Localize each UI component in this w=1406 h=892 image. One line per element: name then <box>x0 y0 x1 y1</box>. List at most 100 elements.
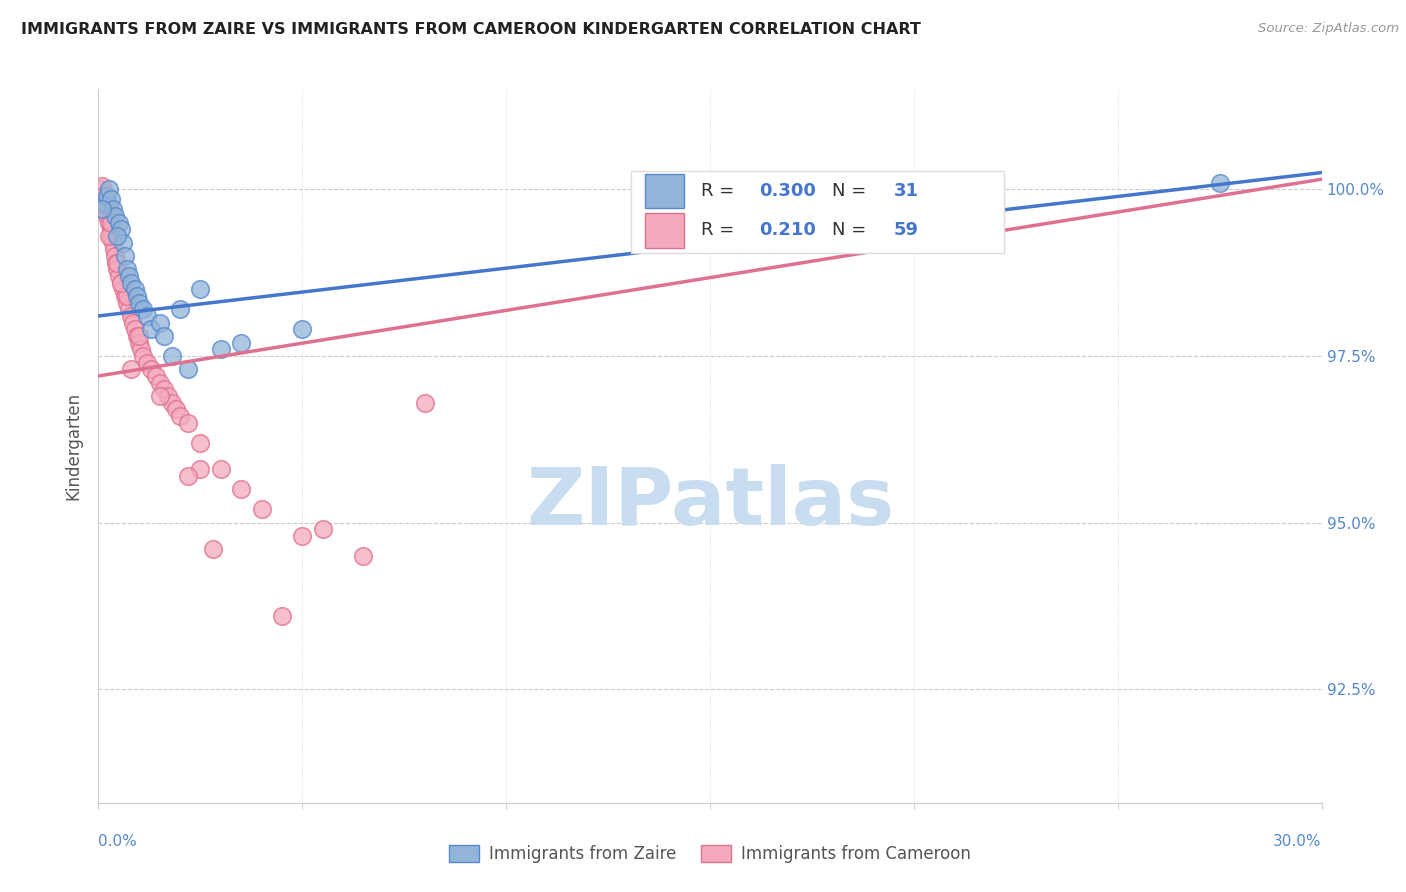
Point <box>128 335 150 350</box>
Point <box>132 349 155 363</box>
Text: ZIPatlas: ZIPatlas <box>526 464 894 542</box>
Point <box>91 202 114 217</box>
Point <box>115 289 138 303</box>
Point <box>141 322 163 336</box>
Text: N =: N = <box>832 182 872 200</box>
Point <box>110 222 132 236</box>
Point <box>152 329 174 343</box>
Point <box>124 282 146 296</box>
Point <box>93 195 115 210</box>
Point <box>100 216 122 230</box>
Point <box>108 216 131 230</box>
Point <box>120 276 142 290</box>
Point <box>231 483 253 497</box>
Point <box>209 343 232 357</box>
Point <box>1208 176 1232 190</box>
Point <box>91 178 114 193</box>
Point <box>97 182 120 196</box>
Point <box>136 309 159 323</box>
FancyBboxPatch shape <box>630 171 1004 253</box>
Point <box>160 349 183 363</box>
Text: IMMIGRANTS FROM ZAIRE VS IMMIGRANTS FROM CAMEROON KINDERGARTEN CORRELATION CHART: IMMIGRANTS FROM ZAIRE VS IMMIGRANTS FROM… <box>21 22 921 37</box>
Point <box>124 322 146 336</box>
Point <box>108 268 131 283</box>
Point <box>91 189 114 203</box>
Point <box>132 302 155 317</box>
Point <box>103 242 125 256</box>
Point <box>177 469 200 483</box>
Point <box>149 389 172 403</box>
Y-axis label: Kindergarten: Kindergarten <box>65 392 83 500</box>
Point <box>129 343 152 357</box>
Point <box>250 502 273 516</box>
Point <box>128 329 150 343</box>
FancyBboxPatch shape <box>645 213 685 248</box>
Point <box>104 249 127 263</box>
Point <box>89 182 111 196</box>
Point <box>188 282 212 296</box>
Point <box>114 249 136 263</box>
Point <box>177 416 200 430</box>
Point <box>118 268 141 283</box>
Point <box>127 329 149 343</box>
Point <box>149 376 172 390</box>
Point <box>96 209 118 223</box>
Point <box>100 192 122 206</box>
Point <box>169 409 191 423</box>
Point <box>141 362 163 376</box>
Text: 0.210: 0.210 <box>759 221 815 239</box>
Point <box>104 209 127 223</box>
Text: N =: N = <box>832 221 872 239</box>
Point <box>128 295 150 310</box>
Point <box>209 462 232 476</box>
Point <box>122 316 145 330</box>
Point <box>201 542 224 557</box>
Point <box>105 228 128 243</box>
Point <box>312 522 335 536</box>
Text: 0.300: 0.300 <box>759 182 815 200</box>
Point <box>96 189 118 203</box>
Point <box>169 302 191 317</box>
Point <box>111 282 134 296</box>
Point <box>152 382 174 396</box>
Point <box>96 195 118 210</box>
Text: 0.0%: 0.0% <box>98 834 138 849</box>
FancyBboxPatch shape <box>645 174 685 209</box>
Point <box>231 335 253 350</box>
Point <box>291 322 314 336</box>
Text: R =: R = <box>702 182 741 200</box>
Point <box>110 276 132 290</box>
Point <box>97 216 120 230</box>
Point <box>115 295 138 310</box>
Point <box>98 202 121 217</box>
Point <box>270 609 294 624</box>
Point <box>160 395 183 409</box>
Point <box>149 316 172 330</box>
Point <box>156 389 179 403</box>
Point <box>136 356 159 370</box>
Point <box>118 302 141 317</box>
Point <box>93 195 115 210</box>
Point <box>111 235 134 250</box>
Point <box>120 309 142 323</box>
Point <box>165 402 187 417</box>
Point <box>105 262 128 277</box>
Text: 31: 31 <box>894 182 918 200</box>
Point <box>291 529 314 543</box>
Text: Source: ZipAtlas.com: Source: ZipAtlas.com <box>1258 22 1399 36</box>
Point <box>352 549 374 563</box>
Point <box>100 222 122 236</box>
Point <box>188 435 212 450</box>
Text: R =: R = <box>702 221 741 239</box>
Text: 30.0%: 30.0% <box>1274 834 1322 849</box>
Point <box>145 368 167 383</box>
Point <box>101 235 124 250</box>
Point <box>413 395 436 409</box>
Point <box>104 255 127 269</box>
Point <box>114 289 136 303</box>
Point <box>177 362 200 376</box>
Point <box>101 202 124 217</box>
Point <box>120 362 142 376</box>
Point <box>110 276 132 290</box>
Point <box>105 255 128 269</box>
